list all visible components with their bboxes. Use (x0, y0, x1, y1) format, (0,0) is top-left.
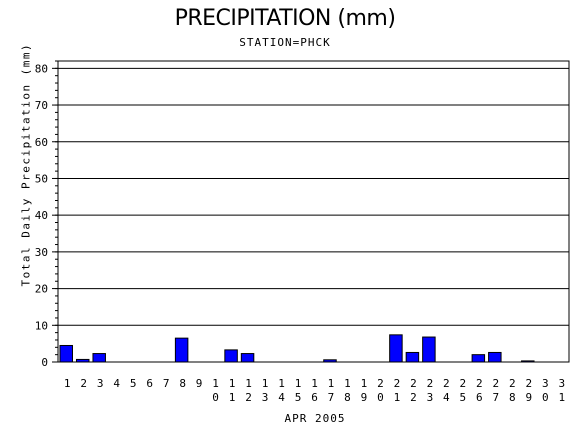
x-tick-label: 2 (394, 377, 401, 390)
bar (224, 349, 238, 363)
x-tick-label: 0 (542, 391, 549, 404)
x-tick-label: 1 (361, 377, 368, 390)
x-tick-label: 2 (460, 377, 467, 390)
x-tick-label: 1 (295, 377, 302, 390)
y-tick-label: 80 (35, 62, 48, 75)
bar (75, 358, 90, 363)
bar (174, 337, 189, 363)
x-tick-label: 1 (344, 377, 351, 390)
x-tick-label: 2 (476, 377, 483, 390)
bar (471, 354, 486, 363)
y-tick-label: 70 (35, 99, 48, 112)
x-tick-label: 1 (278, 377, 285, 390)
x-tick-label: 9 (525, 391, 532, 404)
x-tick-label: 1 (212, 377, 219, 390)
x-tick-label: 7 (328, 391, 335, 404)
x-tick-label: 6 (476, 391, 483, 404)
x-tick-label: 1 (262, 377, 269, 390)
x-tick-label: 3 (262, 391, 269, 404)
x-tick-label: 2 (509, 377, 516, 390)
bar (389, 334, 403, 363)
y-tick-label: 50 (35, 172, 48, 185)
y-tick-label: 40 (35, 209, 48, 222)
bar (488, 351, 502, 363)
bar (405, 351, 420, 363)
bar (92, 353, 106, 363)
x-tick-label: 4 (278, 391, 285, 404)
x-tick-label: 5 (295, 391, 302, 404)
bar (59, 344, 73, 363)
x-tick-label: 0 (377, 391, 384, 404)
x-tick-label: 1 (64, 377, 71, 390)
bar (422, 336, 436, 363)
x-tick-label: 1 (311, 377, 318, 390)
y-tick-label: 60 (35, 136, 48, 149)
x-tick-label: 1 (229, 377, 236, 390)
x-tick-label: 1 (245, 377, 252, 390)
y-tick-label: 20 (35, 283, 48, 296)
x-tick-label: 4 (113, 377, 120, 390)
x-tick-label: 2 (493, 377, 500, 390)
x-tick-label: 1 (558, 391, 565, 404)
x-tick-label: 2 (525, 377, 532, 390)
x-tick-label: 4 (443, 391, 450, 404)
x-tick-label: 7 (493, 391, 500, 404)
x-tick-label: 2 (245, 391, 252, 404)
x-tick-label: 9 (361, 391, 368, 404)
x-tick-label: 7 (163, 377, 170, 390)
y-tick-label: 10 (35, 319, 48, 332)
x-tick-label: 5 (460, 391, 467, 404)
x-tick-label: 2 (410, 377, 417, 390)
x-tick-label: 9 (196, 377, 203, 390)
x-tick-label: 1 (394, 391, 401, 404)
chart-title: PRECIPITATION (mm) (174, 6, 396, 31)
x-tick-label: 2 (443, 377, 450, 390)
x-tick-label: 1 (328, 377, 335, 390)
bar (240, 353, 255, 363)
y-tick-label: 30 (35, 246, 48, 259)
x-tick-label: 2 (427, 377, 434, 390)
x-tick-label: 2 (80, 377, 87, 390)
x-tick-label: 8 (344, 391, 351, 404)
bar (323, 359, 337, 363)
x-tick-label: 6 (311, 391, 318, 404)
bar (521, 360, 535, 363)
x-axis-label: APR 2005 (284, 412, 346, 425)
plot-area (57, 60, 570, 363)
x-tick-label: 3 (558, 377, 565, 390)
x-tick-label: 0 (212, 391, 219, 404)
x-tick-label: 8 (509, 391, 516, 404)
x-tick-label: 5 (130, 377, 137, 390)
x-tick-label: 2 (377, 377, 384, 390)
x-tick-label: 3 (542, 377, 549, 390)
x-tick-label: 2 (410, 391, 417, 404)
x-tick-label: 3 (427, 391, 434, 404)
y-tick-label: 0 (41, 356, 48, 369)
x-tick-label: 6 (146, 377, 153, 390)
chart-subtitle: STATION=PHCK (239, 36, 331, 49)
x-tick-label: 3 (97, 377, 104, 390)
x-tick-label: 1 (229, 391, 236, 404)
x-tick-label: 8 (179, 377, 186, 390)
